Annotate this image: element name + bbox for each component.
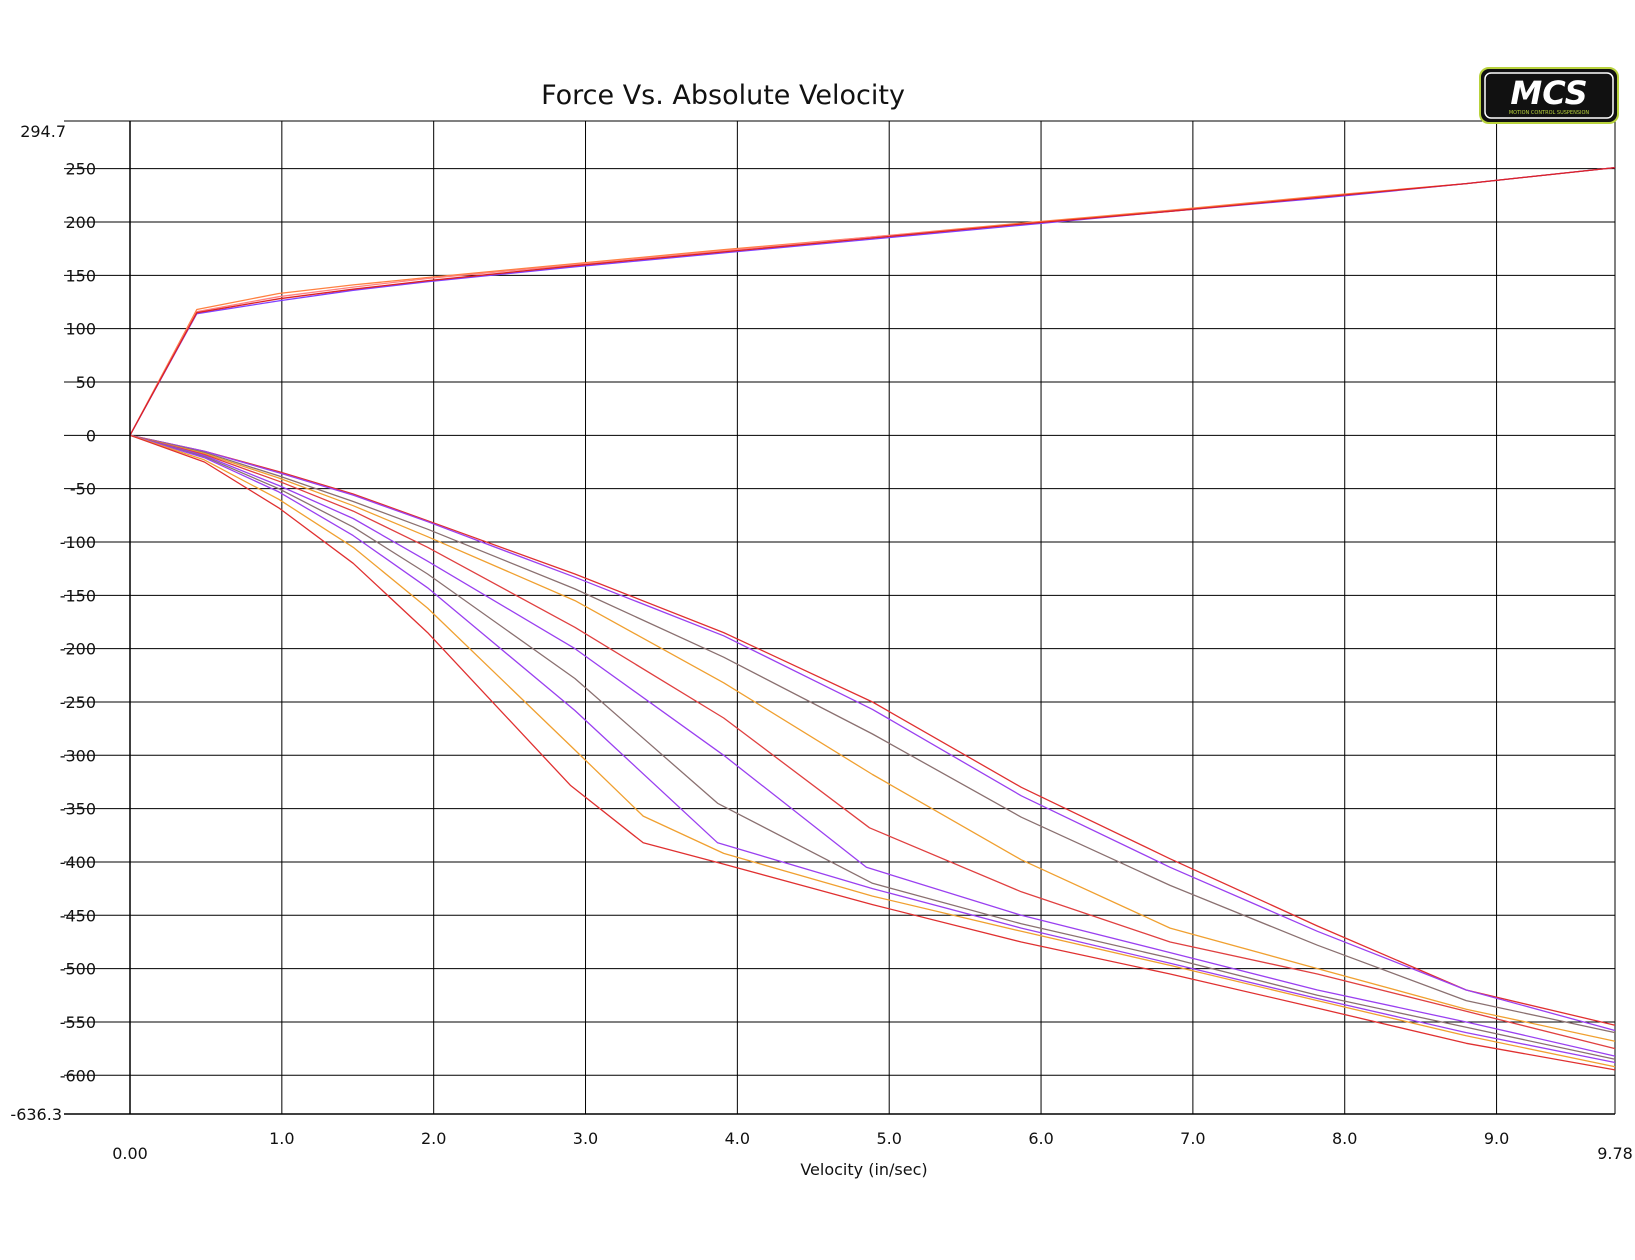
grid xyxy=(64,120,1616,1115)
y-tick-label: -500 xyxy=(60,960,96,979)
y-tick-label: 200 xyxy=(65,213,96,232)
x-tick-label: 4.0 xyxy=(725,1129,750,1148)
x-tick-labels: 0.00 1.0 2.0 3.0 4.0 5.0 6.0 7.0 8.0 9.0 9.78 xyxy=(112,1129,1633,1163)
x-tick-label: 3.0 xyxy=(573,1129,598,1148)
y-tick-label: 0 xyxy=(86,426,96,445)
series-line-9 xyxy=(129,434,1616,1050)
y-tick-label: -350 xyxy=(60,800,96,819)
y-tick-label: -250 xyxy=(60,693,96,712)
series-line-7 xyxy=(129,434,1616,1034)
y-tick-labels: 294.7 250 200 150 100 50 0 -50 -100 -150 -200 -250 -… xyxy=(10,122,96,1124)
series-line-1 xyxy=(129,166,1616,436)
x-tick-label: 5.0 xyxy=(876,1129,901,1148)
x-tick-label: 1.0 xyxy=(269,1129,294,1148)
x-tick-label: 9.0 xyxy=(1484,1129,1509,1148)
y-tick-label: -100 xyxy=(60,533,96,552)
y-tick-label: -50 xyxy=(70,480,96,499)
y-tick-label: 50 xyxy=(76,373,96,392)
logo-tagline: MOTION CONTROL SUSPENSION xyxy=(1509,110,1590,116)
x-tick-label: 8.0 xyxy=(1332,1129,1357,1148)
series-line-4 xyxy=(129,166,1616,436)
chart-title: Force Vs. Absolute Velocity xyxy=(541,80,905,111)
y-tick-label: -550 xyxy=(60,1013,96,1032)
x-tick-label: 6.0 xyxy=(1028,1129,1053,1148)
y-tick-label: 150 xyxy=(65,266,96,285)
y-tick-label: 294.7 xyxy=(20,122,66,141)
series-line-13 xyxy=(129,434,1616,1068)
series-line-10 xyxy=(129,434,1616,1057)
series-line-5 xyxy=(129,434,1616,1026)
series-line-6 xyxy=(129,434,1616,1032)
y-tick-label: 250 xyxy=(65,160,96,179)
series-line-12 xyxy=(129,434,1616,1064)
y-tick-label: -600 xyxy=(60,1066,96,1085)
x-tick-label: 0.00 xyxy=(112,1144,148,1163)
x-tick-label: 9.78 xyxy=(1597,1144,1633,1163)
logo-wordmark: MCS xyxy=(1510,74,1587,112)
series-line-3 xyxy=(129,166,1616,436)
mcs-logo: MCS MOTION CONTROL SUSPENSION xyxy=(1479,67,1619,124)
y-tick-label: 100 xyxy=(65,320,96,339)
y-tick-label: -636.3 xyxy=(10,1105,62,1124)
series-group xyxy=(129,166,1616,1071)
y-tick-label: -300 xyxy=(60,746,96,765)
y-tick-label: -150 xyxy=(60,586,96,605)
series-line-14 xyxy=(129,434,1616,1071)
series-line-11 xyxy=(129,434,1616,1060)
y-tick-label: -400 xyxy=(60,853,96,872)
x-tick-label: 7.0 xyxy=(1180,1129,1205,1148)
x-axis-label: Velocity (in/sec) xyxy=(800,1160,927,1179)
axes xyxy=(64,121,1615,1115)
series-line-8 xyxy=(129,434,1616,1042)
y-tick-label: -450 xyxy=(60,906,96,925)
x-tick-label: 2.0 xyxy=(421,1129,446,1148)
y-tick-label: -200 xyxy=(60,640,96,659)
